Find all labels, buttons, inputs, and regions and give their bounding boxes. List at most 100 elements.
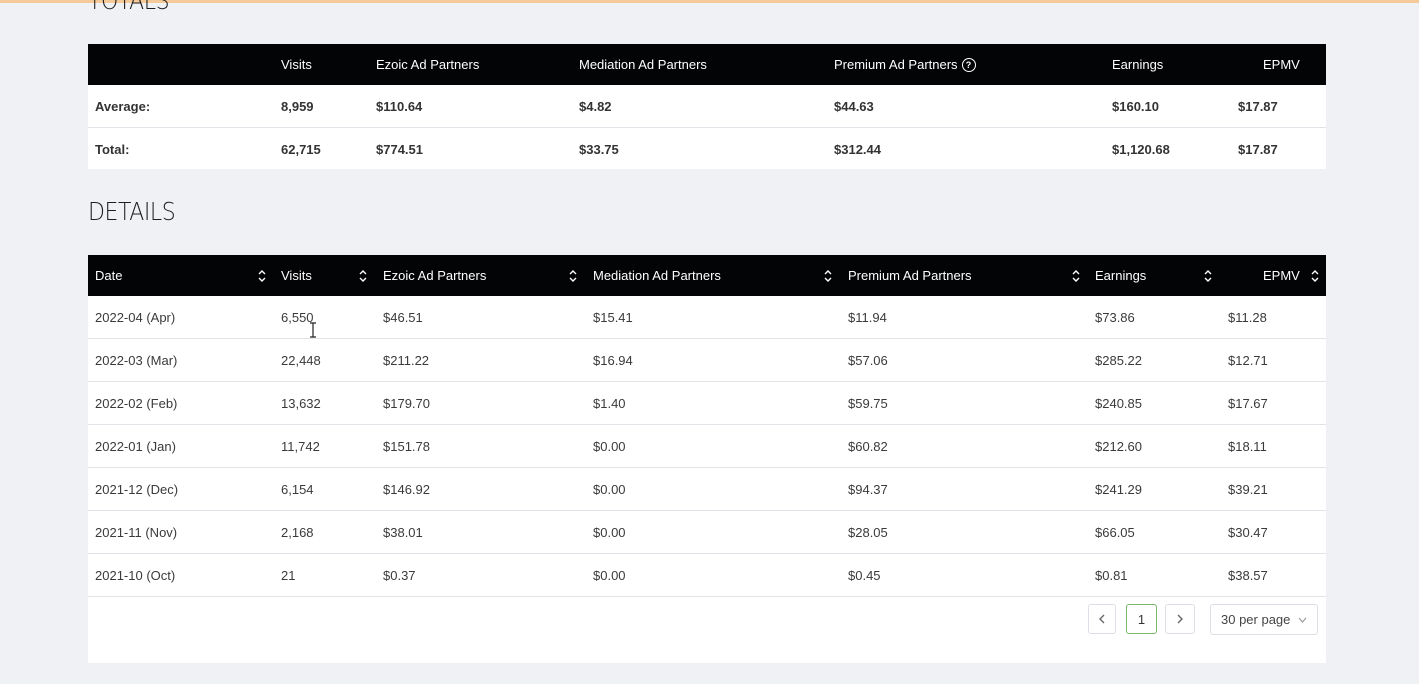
sort-icon[interactable] <box>569 268 577 284</box>
details-cell-premium: $57.06 <box>848 352 888 368</box>
per-page-select[interactable]: 30 per page <box>1210 604 1318 635</box>
totals-row-total: Total: 62,715 $774.51 $33.75 $312.44 $1,… <box>88 128 1326 170</box>
totals-header-premium: Premium Ad Partners ? <box>834 44 976 85</box>
totals-header-ezoic: Ezoic Ad Partners <box>376 57 480 72</box>
details-header-visits[interactable]: Visits <box>281 268 312 283</box>
details-cell-earnings: $66.05 <box>1095 524 1135 540</box>
details-cell-visits: 6,154 <box>281 481 314 497</box>
totals-cell-mediation: $33.75 <box>579 141 619 157</box>
details-header-row: Date Visits Ezoic Ad Partners Mediation Ad … <box>88 255 1326 296</box>
details-cell-mediation: $0.00 <box>593 481 626 497</box>
page-number-button[interactable]: 1 <box>1126 604 1157 634</box>
totals-title: TOTALS <box>88 0 170 15</box>
details-cell-mediation: $15.41 <box>593 309 633 325</box>
table-row: 2021-12 (Dec) 6,154 $146.92 $0.00 $94.37 $241… <box>88 468 1326 511</box>
details-cell-visits: 21 <box>281 567 296 583</box>
details-cell-visits: 11,742 <box>281 438 320 454</box>
details-cell-premium: $28.05 <box>848 524 888 540</box>
chevron-down-icon <box>1298 617 1307 623</box>
sort-icon[interactable] <box>1204 268 1212 284</box>
details-cell-visits: 22,448 <box>281 352 321 368</box>
details-cell-date: 2021-11 (Nov) <box>95 524 178 540</box>
details-cell-ezoic: $0.37 <box>383 567 416 583</box>
details-cell-earnings: $0.81 <box>1095 567 1128 583</box>
details-cell-epmv: $17.67 <box>1228 395 1268 411</box>
details-title: DETAILS <box>88 197 176 226</box>
details-cell-earnings: $212.60 <box>1095 438 1142 454</box>
details-cell-premium: $59.75 <box>848 395 888 411</box>
details-header-premium[interactable]: Premium Ad Partners <box>848 268 972 283</box>
details-header-ezoic[interactable]: Ezoic Ad Partners <box>383 268 487 283</box>
question-circle-icon[interactable]: ? <box>961 57 976 72</box>
totals-cell-epmv: $17.87 <box>1238 141 1278 157</box>
totals-cell-visits: 62,715 <box>281 141 321 157</box>
details-cell-ezoic: $146.92 <box>383 481 430 497</box>
table-row: 2022-02 (Feb) 13,632 $179.70 $1.40 $59.75 $24… <box>88 382 1326 425</box>
details-cell-epmv: $38.57 <box>1228 567 1268 583</box>
table-row: 2021-11 (Nov) 2,168 $38.01 $0.00 $28.05 $66.0… <box>88 511 1326 554</box>
totals-cell-premium: $44.63 <box>834 98 874 114</box>
details-cell-visits: 13,632 <box>281 395 321 411</box>
details-cell-mediation: $0.00 <box>593 438 626 454</box>
table-row: 2022-03 (Mar) 22,448 $211.22 $16.94 $57.06 $2… <box>88 339 1326 382</box>
details-cell-date: 2022-02 (Feb) <box>95 395 178 411</box>
sort-icon[interactable] <box>359 268 367 284</box>
table-row: 2022-01 (Jan) 11,742 $151.78 $0.00 $60.82 $21… <box>88 425 1326 468</box>
details-cell-premium: $0.45 <box>848 567 881 583</box>
sort-icon[interactable] <box>1311 268 1319 284</box>
sort-icon[interactable] <box>1072 268 1080 284</box>
details-cell-date: 2021-12 (Dec) <box>95 481 179 497</box>
next-page-button[interactable] <box>1165 604 1195 634</box>
details-cell-date: 2022-01 (Jan) <box>95 438 176 454</box>
totals-cell-premium: $312.44 <box>834 141 881 157</box>
chevron-left-icon <box>1099 614 1105 624</box>
totals-header-visits: Visits <box>281 57 312 72</box>
details-cell-ezoic: $151.78 <box>383 438 430 454</box>
details-header-mediation[interactable]: Mediation Ad Partners <box>593 268 721 283</box>
details-cell-premium: $11.94 <box>848 309 887 325</box>
details-body: 2022-04 (Apr) 6,550 $46.51 $15.41 $11.94 $73.… <box>88 296 1326 597</box>
details-cell-epmv: $30.47 <box>1228 524 1268 540</box>
details-header-epmv[interactable]: EPMV <box>1263 268 1300 283</box>
totals-header-epmv: EPMV <box>1263 57 1300 72</box>
totals-header-premium-label: Premium Ad Partners <box>834 57 958 72</box>
totals-cell-label: Average: <box>95 98 151 114</box>
details-cell-epmv: $39.21 <box>1228 481 1268 497</box>
per-page-label: 30 per page <box>1221 612 1291 627</box>
details-cell-mediation: $0.00 <box>593 567 626 583</box>
totals-cell-earnings: $1,120.68 <box>1112 141 1170 157</box>
totals-cell-label: Total: <box>95 141 130 157</box>
details-cell-premium: $94.37 <box>848 481 888 497</box>
totals-header-mediation: Mediation Ad Partners <box>579 57 707 72</box>
totals-header-row: Visits Ezoic Ad Partners Mediation Ad Pa… <box>88 44 1326 85</box>
details-cell-ezoic: $38.01 <box>383 524 423 540</box>
totals-cell-epmv: $17.87 <box>1238 98 1278 114</box>
details-cell-earnings: $285.22 <box>1095 352 1142 368</box>
table-row: 2021-10 (Oct) 21 $0.37 $0.00 $0.45 $0.81 $38.5… <box>88 554 1326 597</box>
details-header-earnings[interactable]: Earnings <box>1095 268 1147 283</box>
details-cell-premium: $60.82 <box>848 438 888 454</box>
details-cell-ezoic: $46.51 <box>383 309 423 325</box>
sort-icon[interactable] <box>258 268 266 284</box>
totals-cell-ezoic: $110.64 <box>376 98 423 114</box>
details-cell-epmv: $18.11 <box>1228 438 1267 454</box>
details-cell-date: 2022-04 (Apr) <box>95 309 176 325</box>
details-cell-epmv: $12.71 <box>1228 352 1268 368</box>
totals-header-earnings: Earnings <box>1112 57 1164 72</box>
details-cell-visits: 2,168 <box>281 524 314 540</box>
details-cell-earnings: $241.29 <box>1095 481 1142 497</box>
sort-icon[interactable] <box>824 268 832 284</box>
details-cell-date: 2021-10 (Oct) <box>95 567 176 583</box>
details-cell-date: 2022-03 (Mar) <box>95 352 178 368</box>
totals-cell-mediation: $4.82 <box>579 98 612 114</box>
totals-cell-visits: 8,959 <box>281 98 314 114</box>
details-cell-ezoic: $179.70 <box>383 395 430 411</box>
chevron-right-icon <box>1177 614 1183 624</box>
details-header-date[interactable]: Date <box>95 268 123 283</box>
totals-row-average: Average: 8,959 $110.64 $4.82 $44.63 $160… <box>88 85 1326 128</box>
details-cell-ezoic: $211.22 <box>383 352 430 368</box>
table-row: 2022-04 (Apr) 6,550 $46.51 $15.41 $11.94 $73.… <box>88 296 1326 339</box>
text-cursor-icon <box>310 322 316 338</box>
prev-page-button[interactable] <box>1088 604 1116 634</box>
totals-table: Visits Ezoic Ad Partners Mediation Ad Pa… <box>88 44 1326 169</box>
